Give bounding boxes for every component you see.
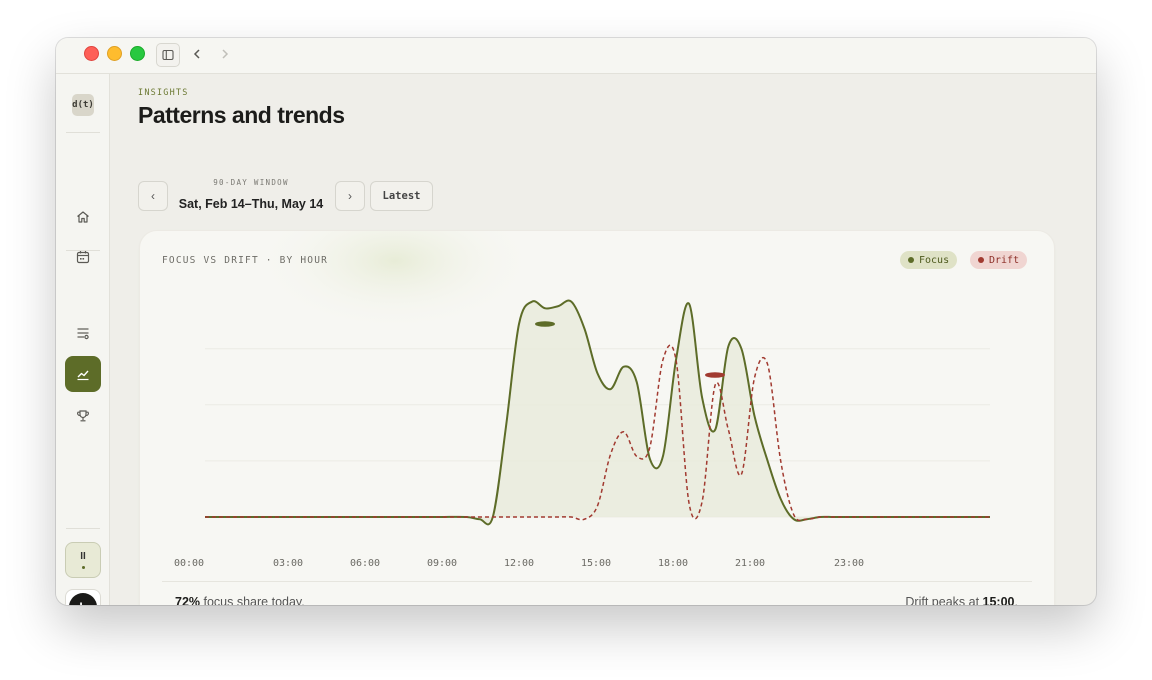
x-tick-label: 06:00: [350, 558, 380, 569]
close-window-button[interactable]: [84, 46, 99, 61]
sidebar-item-calendar[interactable]: [65, 239, 101, 275]
main-content: INSIGHTS Patterns and trends ‹ 90-DAY WI…: [110, 74, 1096, 605]
sidebar: d(t) II L: [56, 74, 110, 605]
focus-share-summary: 72% focus share today.: [175, 595, 305, 605]
range-caption: 90-DAY WINDOW: [213, 178, 289, 187]
x-axis-ticks: 00:00 03:00 06:00 09:00 12:00 15:00 18:00 21:00…: [174, 558, 864, 569]
app-window: d(t) II L INSIGHTS Patterns and trends ‹: [56, 38, 1096, 605]
x-tick-label: 21:00: [735, 558, 765, 569]
focus-share-value: 72%: [175, 595, 201, 605]
sidebar-item-filters[interactable]: [65, 315, 101, 351]
forward-button[interactable]: [214, 43, 236, 65]
x-tick-label: 18:00: [658, 558, 688, 569]
previous-range-button[interactable]: ‹: [138, 181, 168, 211]
x-tick-label: 03:00: [273, 558, 303, 569]
drift-peak-suffix: .: [1014, 595, 1018, 605]
x-tick-label: 23:00: [834, 558, 864, 569]
app-logo: d(t): [72, 94, 94, 116]
profile-button[interactable]: L: [65, 589, 101, 605]
x-tick-label: 09:00: [427, 558, 457, 569]
latest-button[interactable]: Latest: [370, 181, 433, 211]
section-eyebrow: INSIGHTS: [138, 88, 189, 98]
minimize-window-button[interactable]: [107, 46, 122, 61]
forward-chevron-icon: [222, 49, 229, 59]
back-chevron-icon: [193, 49, 200, 59]
sidebar-item-achievements[interactable]: [65, 398, 101, 434]
pause-tracking-button[interactable]: II: [65, 542, 101, 578]
sidebar-item-home[interactable]: [65, 199, 101, 235]
drift-peak-marker: [705, 372, 725, 378]
focus-legend-dot: [908, 257, 914, 263]
focus-share-text: focus share today.: [200, 595, 305, 605]
drift-legend-dot: [978, 257, 984, 263]
pause-icon: II: [80, 551, 86, 562]
filters-icon: [77, 328, 89, 340]
legend-drift[interactable]: Drift: [970, 251, 1028, 269]
focus-drift-card: 00:00 03:00 06:00 09:00 12:00 15:00 18:00 21:00…: [139, 230, 1055, 605]
x-tick-label: 00:00: [174, 558, 204, 569]
sidebar-item-insights[interactable]: [65, 356, 101, 392]
sidebar-toggle-button[interactable]: [156, 43, 180, 67]
legend-focus-label: Focus: [919, 254, 950, 266]
status-dot: [81, 566, 85, 569]
page-title: Patterns and trends: [138, 102, 345, 128]
legend-focus[interactable]: Focus: [900, 251, 958, 269]
drift-series-line: [204, 344, 990, 522]
x-tick-label: 12:00: [504, 558, 534, 569]
sidebar-divider: [66, 528, 100, 529]
card-divider: [162, 581, 1032, 582]
drift-peak-value: 15:00: [982, 595, 1015, 605]
home-icon: [77, 211, 89, 223]
drift-peak-summary: Drift peaks at 15:00.: [905, 595, 1018, 605]
date-range: Sat, Feb 14–Thu, May 14: [178, 197, 324, 211]
zoom-window-button[interactable]: [130, 46, 145, 61]
chart-glow: [255, 231, 535, 331]
calendar-icon: [76, 251, 90, 264]
chart-title: FOCUS VS DRIFT · BY HOUR: [162, 255, 329, 266]
sidebar-toggle-icon: [162, 49, 174, 61]
trophy-icon: [77, 410, 89, 422]
focus-drift-chart: 00:00 03:00 06:00 09:00 12:00 15:00 18:00 21:00…: [174, 231, 990, 569]
focus-peak-marker: [535, 321, 555, 327]
avatar: L: [69, 593, 97, 605]
trend-chart-icon: [77, 370, 89, 381]
back-button[interactable]: [186, 43, 208, 65]
focus-area: [205, 300, 990, 525]
sidebar-divider: [66, 250, 100, 251]
legend-drift-label: Drift: [989, 254, 1020, 266]
drift-peak-text: Drift peaks at: [905, 595, 983, 605]
title-bar: [56, 38, 1096, 74]
sidebar-divider: [66, 132, 100, 133]
x-tick-label: 15:00: [581, 558, 611, 569]
next-range-button[interactable]: ›: [335, 181, 365, 211]
